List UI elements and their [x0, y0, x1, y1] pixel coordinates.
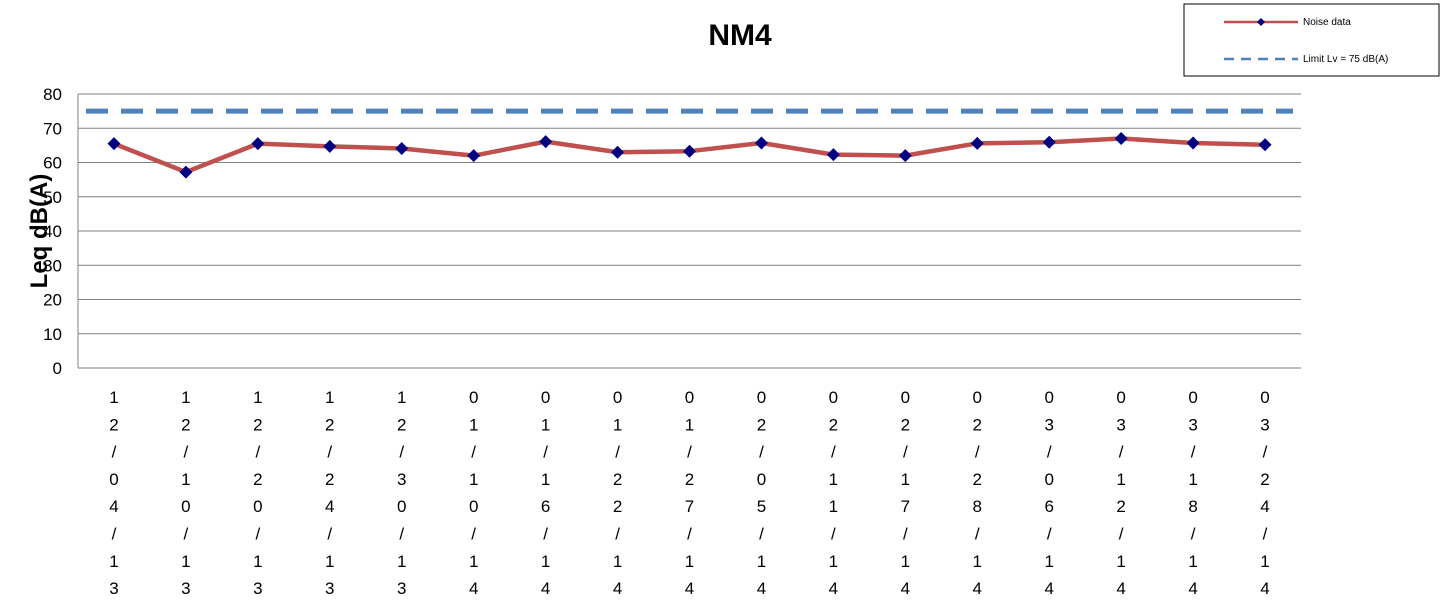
y-tick-label: 0 — [53, 359, 62, 378]
legend-noise-label: Noise data — [1303, 17, 1351, 28]
legend-box — [1183, 3, 1440, 77]
noise-data-point — [323, 139, 337, 153]
x-tick-label: 0 3/0 6/1 4 — [1044, 388, 1053, 598]
noise-data-point — [395, 141, 409, 155]
y-tick-label: 60 — [43, 154, 62, 173]
y-tick-label: 20 — [43, 291, 62, 310]
noise-data-point — [467, 149, 481, 163]
noise-data-point — [539, 135, 553, 149]
noise-data-point — [1186, 136, 1200, 150]
noise-data-point — [611, 145, 625, 159]
x-tick-label: 1 2/3 0/1 3 — [397, 388, 406, 598]
y-tick-label: 70 — [43, 119, 62, 138]
noise-data-point — [179, 165, 193, 179]
chart-title: NM4 — [708, 19, 772, 52]
x-tick-label: 0 2/2 8/1 4 — [973, 388, 982, 598]
noise-data-point — [826, 148, 840, 162]
noise-data-point — [1258, 138, 1272, 152]
x-tick-label: 0 2/1 7/1 4 — [901, 388, 910, 598]
y-tick-label: 80 — [43, 85, 62, 104]
noise-data-point — [898, 149, 912, 163]
noise-data-point — [970, 136, 984, 150]
noise-data-point — [754, 136, 768, 150]
x-tick-label: 0 3/2 4/1 4 — [1260, 388, 1269, 598]
gridlines — [77, 93, 1301, 369]
series — [86, 108, 1293, 179]
x-tick-label: 0 3/1 2/1 4 — [1116, 388, 1125, 598]
x-tick-label: 0 3/1 8/1 4 — [1188, 388, 1197, 598]
legend-limit-label: Limit Lv = 75 dB(A) — [1303, 54, 1388, 65]
x-tick-label: 1 2/0 4/1 3 — [109, 388, 118, 598]
x-tick-label: 0 1/2 7/1 4 — [685, 388, 694, 598]
x-tick-label: 0 2/0 5/1 4 — [757, 388, 766, 598]
y-tick-label: 10 — [43, 325, 62, 344]
x-tick-labels: 1 2/0 4/1 3 1 2/1 0/1 3 1 2/2 0/1 3 1 2/2 4/1 3 1 2/3 0/1 3… — [109, 388, 1270, 598]
noise-data-point — [1042, 135, 1056, 149]
x-tick-label: 1 2/2 0/1 3 — [253, 388, 262, 598]
y-tick-label: 50 — [43, 188, 62, 207]
x-tick-label: 0 1/1 0/1 4 — [469, 388, 478, 598]
y-tick-label: 40 — [43, 222, 62, 241]
x-tick-label: 0 2/1 1/1 4 — [829, 388, 838, 598]
x-tick-label: 0 1/2 2/1 4 — [613, 388, 622, 598]
legend-noise-marker — [1257, 18, 1265, 26]
y-tick-labels: 0 10 20 30 40 50 60 70 80 — [43, 85, 62, 378]
noise-data-point — [683, 144, 696, 158]
y-axis-label: Leq dB(A) — [26, 174, 53, 289]
noise-data-point — [1114, 132, 1128, 146]
legend: Noise data Limit Lv = 75 dB(A) — [1183, 3, 1440, 77]
x-tick-label: 1 2/1 0/1 3 — [181, 388, 190, 598]
x-tick-label: 0 1/1 6/1 4 — [541, 388, 550, 598]
x-tick-label: 1 2/2 4/1 3 — [325, 388, 334, 598]
noise-data-point — [251, 137, 265, 151]
noise-data-point — [107, 137, 121, 151]
y-tick-label: 30 — [43, 256, 62, 275]
